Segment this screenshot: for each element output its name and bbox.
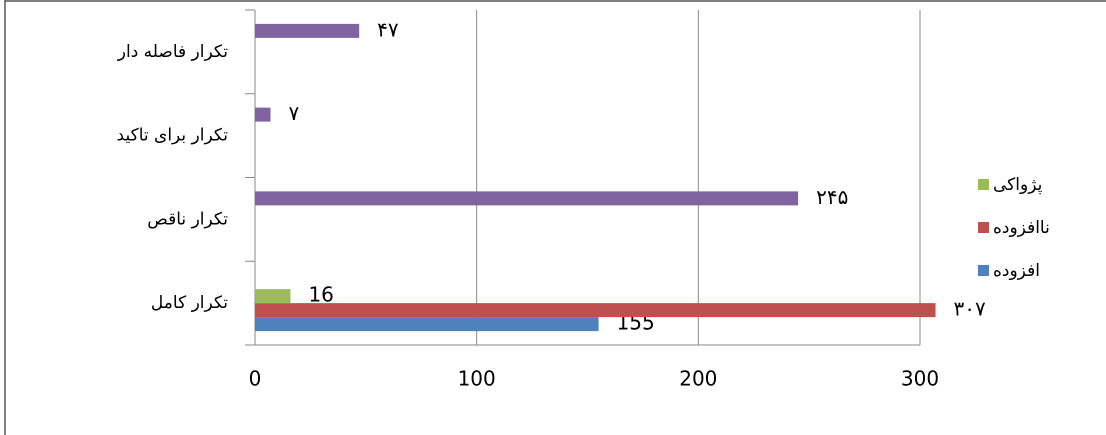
category-label: تکرار کامل [151, 293, 228, 313]
legend-label: پژواکی [993, 175, 1043, 195]
x-tick-label: 200 [679, 367, 717, 391]
data-label: ۴۷ [377, 17, 399, 41]
chart: 0 100 200 300 تکرار کامل تکرار ناقص تکرار برای… [0, 0, 1106, 435]
bar [255, 317, 599, 331]
bar [255, 24, 359, 38]
data-label: 16 [308, 283, 333, 307]
bar [255, 289, 290, 303]
x-tick-label: 0 [249, 367, 262, 391]
legend-label: ناافزوده [993, 218, 1050, 238]
legend-swatch [978, 265, 989, 276]
legend-swatch [978, 179, 989, 190]
category-label: تکرار فاصله دار [117, 42, 228, 62]
category-label: تکرار ناقص [147, 209, 228, 229]
bar [255, 303, 936, 317]
category-label: تکرار برای تاکید [117, 126, 229, 146]
data-label: ۷ [289, 101, 300, 125]
data-label: ۲۴۵ [816, 185, 848, 209]
x-tick-label: 100 [458, 367, 496, 391]
bar [255, 191, 798, 205]
legend-label: افزوده [993, 261, 1040, 281]
bar [255, 108, 271, 122]
x-tick-label: 300 [901, 367, 939, 391]
data-label: ۳۰۷ [954, 297, 986, 321]
legend-swatch [978, 222, 989, 233]
